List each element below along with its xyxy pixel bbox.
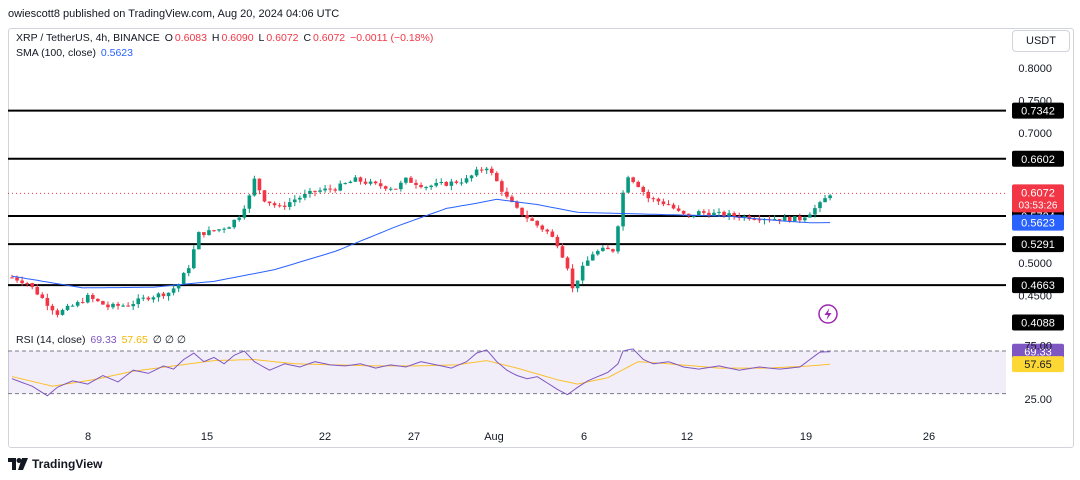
close-label: C bbox=[303, 32, 312, 44]
high-label: H bbox=[211, 32, 220, 44]
chart-frame bbox=[8, 28, 1074, 448]
high-value: 0.6090 bbox=[221, 32, 254, 44]
sma-label[interactable]: SMA (100, close) bbox=[16, 47, 96, 59]
open-value: 0.6083 bbox=[174, 32, 207, 44]
low-label: L bbox=[258, 32, 265, 44]
change-value: −0.0011 (−0.18%) bbox=[350, 32, 434, 44]
publish-info: owiescott8 published on TradingView.com,… bbox=[8, 8, 340, 20]
rsi-ma-value: 57.65 bbox=[121, 334, 148, 346]
rsi-label[interactable]: RSI (14, close) bbox=[16, 334, 86, 346]
rsi-legend: RSI (14, close) 69.33 57.65 ∅ ∅ ∅ bbox=[16, 334, 188, 346]
close-value: 0.6072 bbox=[313, 32, 346, 44]
tradingview-logo-icon bbox=[8, 458, 28, 470]
open-label: O bbox=[164, 32, 173, 44]
rsi-value: 69.33 bbox=[90, 334, 117, 346]
brand-name: TradingView bbox=[32, 457, 103, 471]
sma-legend: SMA (100, close) 0.5623 bbox=[16, 47, 135, 59]
sma-value: 0.5623 bbox=[100, 47, 133, 59]
symbol-label[interactable]: XRP / TetherUS, 4h, BINANCE bbox=[16, 32, 160, 44]
rsi-extra-values: ∅ ∅ ∅ bbox=[152, 334, 187, 346]
low-value: 0.6072 bbox=[266, 32, 299, 44]
tradingview-logo[interactable]: TradingView bbox=[8, 457, 102, 471]
symbol-legend: XRP / TetherUS, 4h, BINANCE O 0.6083 H 0.6… bbox=[16, 32, 435, 44]
currency-button[interactable]: USDT bbox=[1012, 30, 1070, 52]
